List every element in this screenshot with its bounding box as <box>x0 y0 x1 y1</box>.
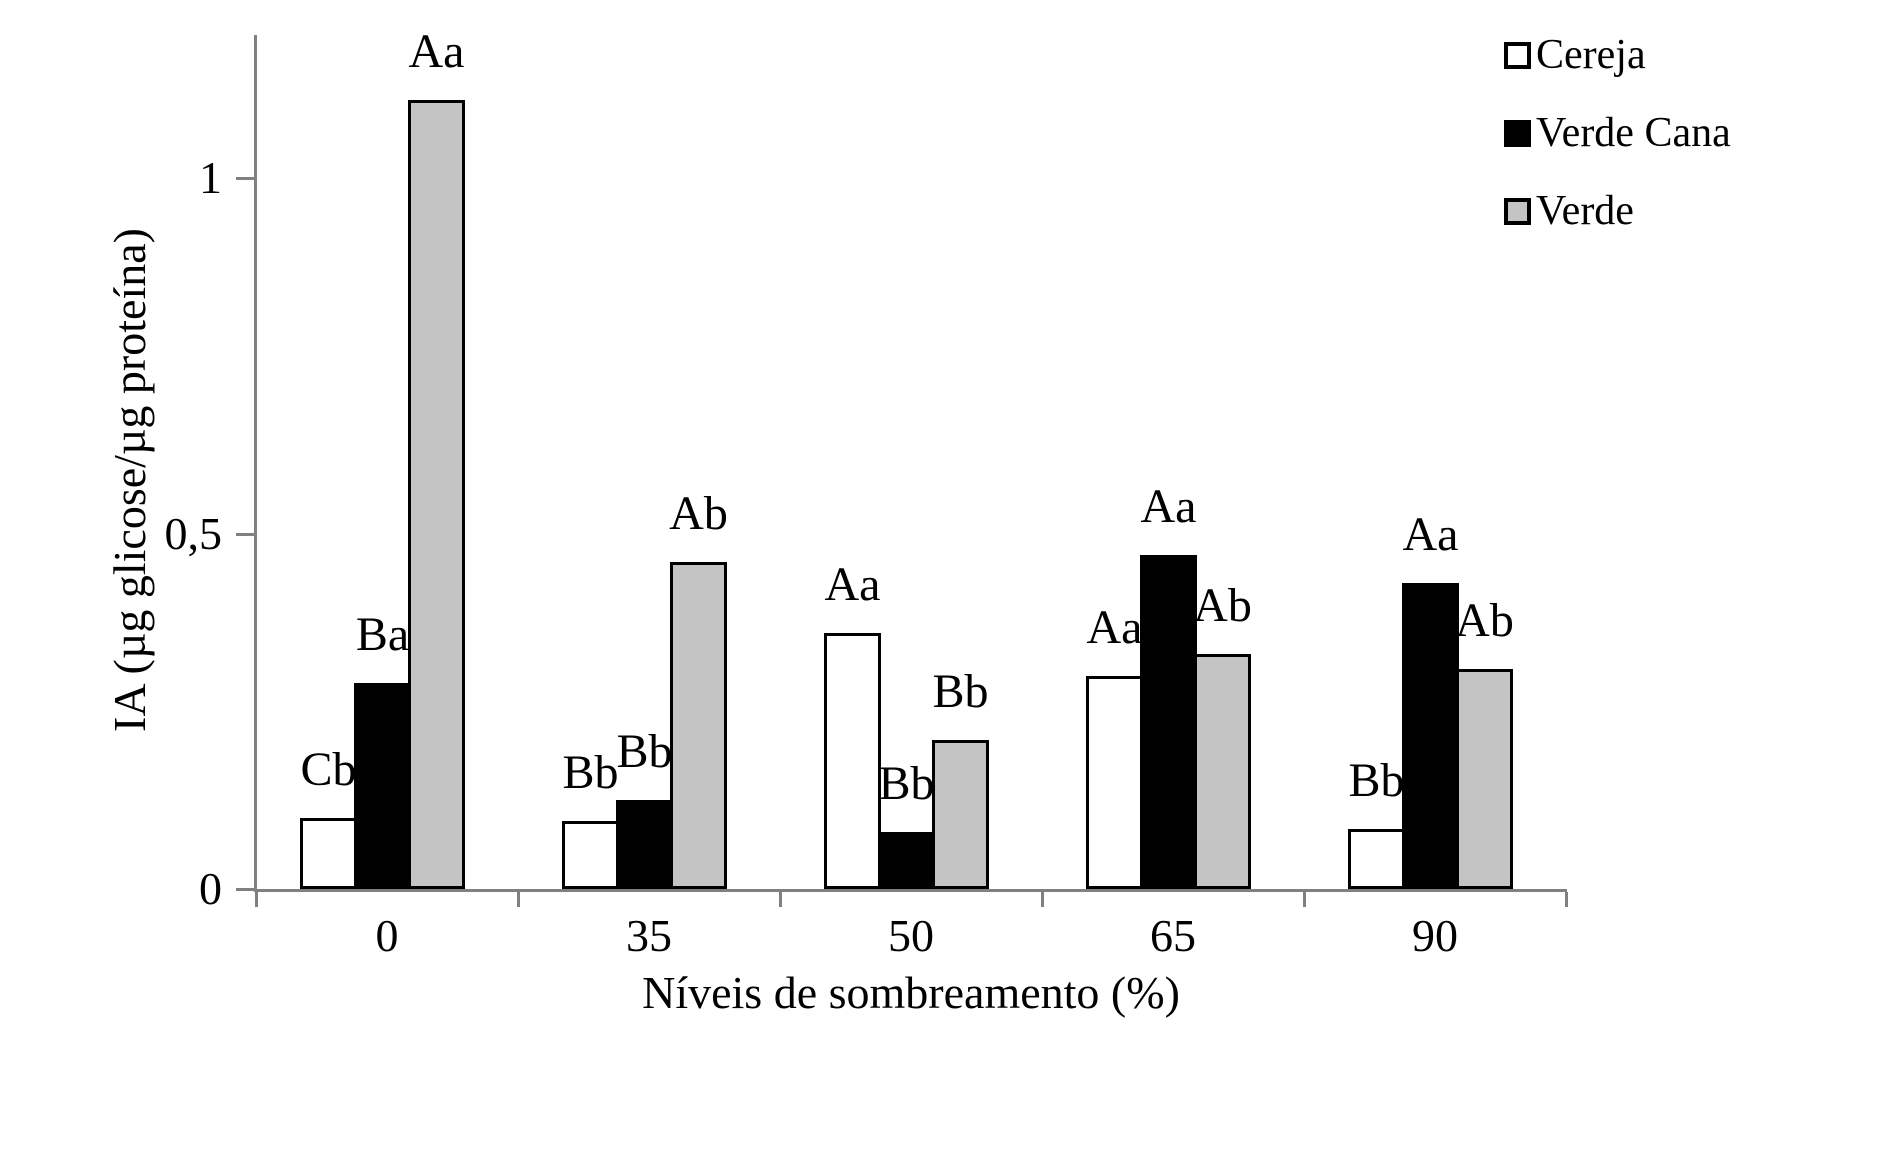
bar-verde-50 <box>932 740 989 889</box>
legend-label-cereja: Cereja <box>1536 32 1646 78</box>
legend-label-verde-cana: Verde Cana <box>1536 110 1731 156</box>
stat-label-cereja-35: Bb <box>562 746 619 799</box>
legend-label-verde: Verde <box>1536 188 1634 234</box>
y-axis-title: IA (µg glicose/µg proteína) <box>104 228 155 732</box>
x-axis-tick-5 <box>1565 892 1568 907</box>
x-axis-title: Níveis de sombreamento (%) <box>642 967 1180 1018</box>
stat-label-verde-cana-35: Bb <box>616 725 673 778</box>
y-axis-tick-0 <box>236 888 256 891</box>
bar-verde-0 <box>408 100 465 889</box>
x-axis-tick-3 <box>1041 892 1044 907</box>
y-tick-label-1: 1 <box>199 152 222 203</box>
x-axis-tick-0 <box>255 892 258 907</box>
stat-label-verde-0: Aa <box>408 25 465 78</box>
x-axis-line <box>254 889 1567 892</box>
bar-verde-65 <box>1194 654 1251 889</box>
bar-verde-cana-90 <box>1402 583 1459 889</box>
x-axis-tick-1 <box>517 892 520 907</box>
bar-verde-cana-65 <box>1140 555 1197 889</box>
legend-swatch-verde-icon <box>1504 197 1531 225</box>
x-axis-tick-4 <box>1303 892 1306 907</box>
y-axis-line <box>254 35 257 892</box>
x-tick-label-65: 65 <box>1150 910 1196 961</box>
bar-verde-90 <box>1456 669 1513 889</box>
stat-label-cereja-65: Aa <box>1086 601 1143 654</box>
y-tick-label-0,5: 0,5 <box>164 507 223 559</box>
legend: Cereja Verde Cana Verde <box>1504 34 1731 232</box>
y-tick-label-0: 0 <box>199 863 222 914</box>
bar-cereja-65 <box>1086 676 1143 889</box>
stat-label-cereja-50: Aa <box>824 558 881 611</box>
bar-verde-cana-35 <box>616 800 673 889</box>
stat-label-verde-50: Bb <box>932 665 989 718</box>
stat-label-verde-cana-65: Aa <box>1140 480 1197 533</box>
bar-verde-cana-0 <box>354 683 411 889</box>
x-tick-label-35: 35 <box>626 910 672 961</box>
stat-label-verde-cana-50: Bb <box>878 757 935 810</box>
bar-verde-cana-50 <box>878 832 935 889</box>
legend-swatch-verde-cana-icon <box>1504 119 1531 147</box>
y-axis-tick-1 <box>236 177 256 180</box>
legend-item-cereja: Cereja <box>1504 34 1731 76</box>
stat-label-verde-65: Ab <box>1193 579 1252 632</box>
x-tick-label-0: 0 <box>375 910 399 961</box>
stat-label-verde-90: Ab <box>1455 594 1514 647</box>
x-axis-tick-2 <box>779 892 782 907</box>
legend-swatch-cereja-icon <box>1504 41 1531 69</box>
stat-label-cereja-90: Bb <box>1348 754 1405 807</box>
legend-item-verde: Verde <box>1504 190 1731 232</box>
y-axis-tick-0,5 <box>236 532 256 536</box>
stat-label-verde-cana-90: Aa <box>1402 508 1459 561</box>
bar-cereja-50 <box>824 633 881 889</box>
x-tick-label-50: 50 <box>888 910 934 961</box>
stat-label-verde-35: Ab <box>669 487 728 540</box>
bar-cereja-0 <box>300 818 357 889</box>
bar-cereja-35 <box>562 821 619 889</box>
stat-label-verde-cana-0: Ba <box>355 608 410 661</box>
bar-verde-35 <box>670 562 727 889</box>
legend-item-verde-cana: Verde Cana <box>1504 112 1731 154</box>
stat-label-cereja-0: Cb <box>300 743 357 796</box>
bar-cereja-90 <box>1348 829 1405 889</box>
x-tick-label-90: 90 <box>1412 910 1458 961</box>
